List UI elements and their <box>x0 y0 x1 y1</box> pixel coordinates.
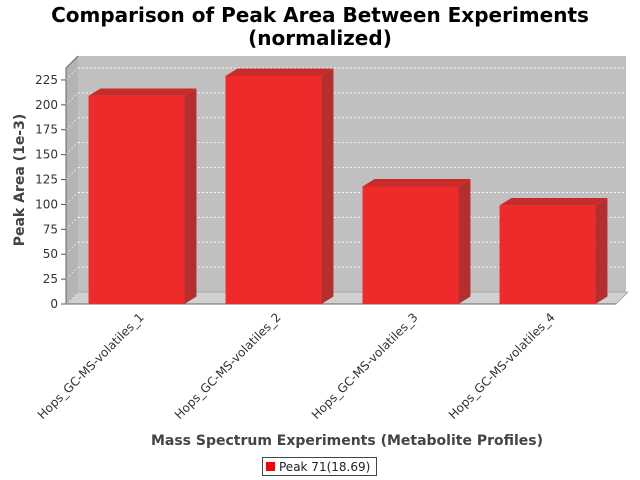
y-axis-label: Peak Area (1e-3) <box>12 114 28 247</box>
legend-swatch <box>266 462 275 471</box>
bar-top <box>499 197 608 206</box>
grid-line-diagonal <box>65 167 79 180</box>
bar-side <box>184 88 197 304</box>
grid-line-diagonal <box>65 192 79 205</box>
grid-line-diagonal <box>65 291 79 305</box>
grid-line-diagonal <box>65 217 79 230</box>
grid-line-diagonal <box>65 142 79 155</box>
grid-line-diagonal <box>65 92 79 106</box>
bar-top <box>225 68 334 76</box>
bar-top <box>88 88 197 96</box>
x-tick-label: Hops_GC-MS-volatiles_4 <box>446 310 558 422</box>
chart-title: Comparison of Peak Area Between Experime… <box>51 3 589 27</box>
y-tick-label: 150 <box>35 148 58 162</box>
x-tick-label: Hops_GC-MS-volatiles_2 <box>172 310 284 422</box>
grid-line-diagonal <box>65 241 79 255</box>
y-axis-top-edge <box>65 55 79 69</box>
bar-side <box>458 179 471 304</box>
y-tick-label: 200 <box>35 98 58 112</box>
grid-line-diagonal <box>65 266 79 280</box>
chart-subtitle: (normalized) <box>248 26 392 50</box>
y-tick-label: 0 <box>50 297 58 311</box>
bar-top <box>362 179 471 187</box>
bar <box>88 95 185 304</box>
legend-label: Peak 71(18.69) <box>279 459 371 474</box>
y-tick-label: 175 <box>35 123 58 137</box>
bar-side <box>595 197 608 304</box>
plot-back-wall <box>78 56 626 292</box>
plot-left-wall <box>66 56 78 304</box>
chart-legend: Peak 71(18.69) <box>262 457 377 476</box>
y-tick-label: 75 <box>43 222 58 236</box>
bar-side <box>321 68 334 304</box>
bar <box>499 205 596 304</box>
x-axis-label: Mass Spectrum Experiments (Metabolite Pr… <box>151 433 543 449</box>
y-tick-label: 225 <box>35 73 58 87</box>
y-tick-label: 100 <box>35 197 58 211</box>
grid-line-diagonal <box>65 117 79 130</box>
y-tick-label: 125 <box>35 173 58 187</box>
grid-line-diagonal <box>65 67 79 81</box>
bar <box>362 186 459 304</box>
y-tick-label: 50 <box>43 247 58 261</box>
y-tick-label: 25 <box>43 272 58 286</box>
x-tick-label: Hops_GC-MS-volatiles_3 <box>309 310 421 422</box>
bar <box>225 75 322 304</box>
x-tick-label: Hops_GC-MS-volatiles_1 <box>35 310 147 422</box>
